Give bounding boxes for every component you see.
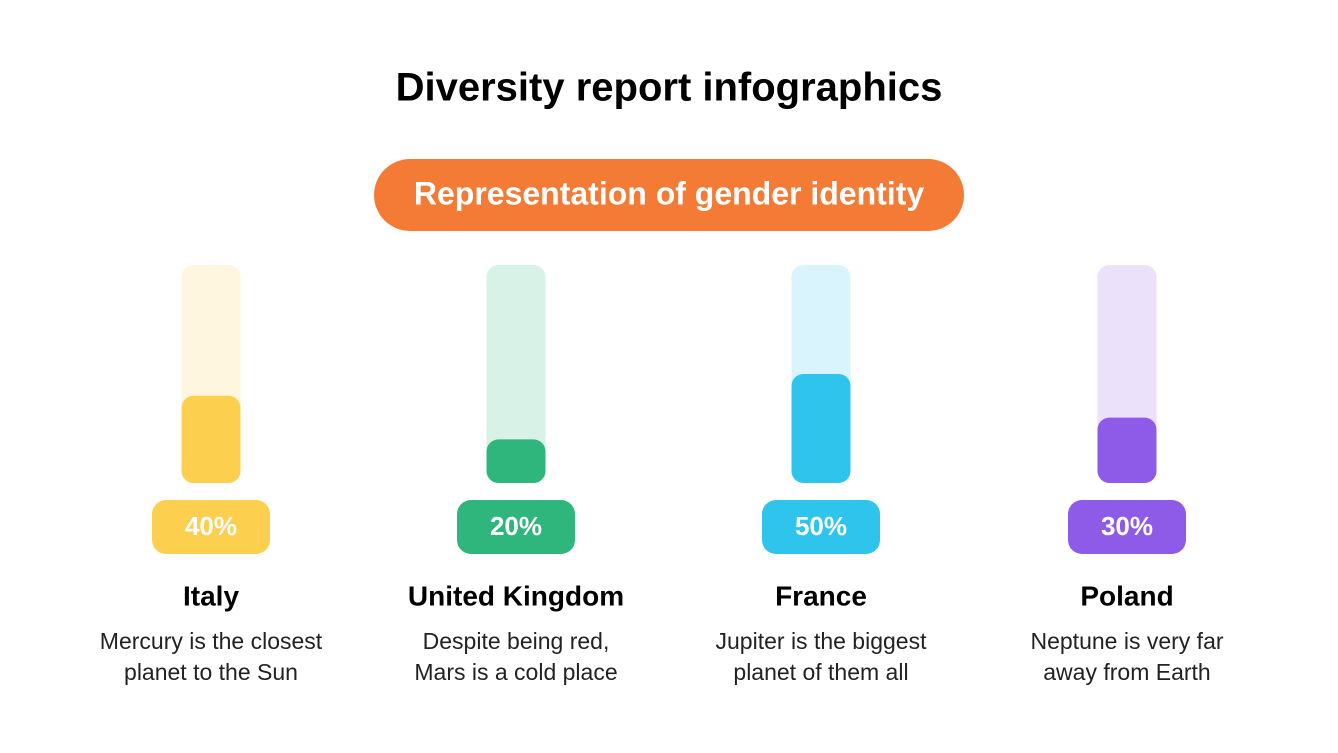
value-pill [1068, 500, 1186, 554]
bar [486, 439, 546, 483]
bar [791, 374, 851, 483]
description: planet to the Sun [124, 659, 298, 685]
description: planet of them all [733, 659, 908, 685]
bar [1097, 417, 1157, 483]
subtitle: Representation of gender identity [414, 175, 924, 211]
value-pill [457, 500, 575, 554]
description: Despite being red, [423, 628, 610, 654]
description: Neptune is very far [1030, 628, 1223, 654]
value-pill [152, 500, 270, 554]
country-name: United Kingdom [408, 580, 624, 611]
subtitle-pill [374, 159, 964, 231]
value-pill [762, 500, 880, 554]
chart-title: Diversity report infographics [396, 66, 943, 110]
bar [181, 395, 241, 483]
value-label: 50% [795, 511, 847, 541]
bar-track [486, 265, 546, 483]
country-name: France [775, 580, 867, 611]
value-label: 40% [185, 511, 237, 541]
description: Mercury is the closest [100, 628, 323, 654]
country-name: Poland [1080, 580, 1173, 611]
country-name: Italy [183, 580, 239, 611]
description: Jupiter is the biggest [716, 628, 928, 654]
value-label: 30% [1101, 511, 1153, 541]
description: Mars is a cold place [414, 659, 617, 685]
value-label: 20% [490, 511, 542, 541]
description: away from Earth [1043, 659, 1210, 685]
